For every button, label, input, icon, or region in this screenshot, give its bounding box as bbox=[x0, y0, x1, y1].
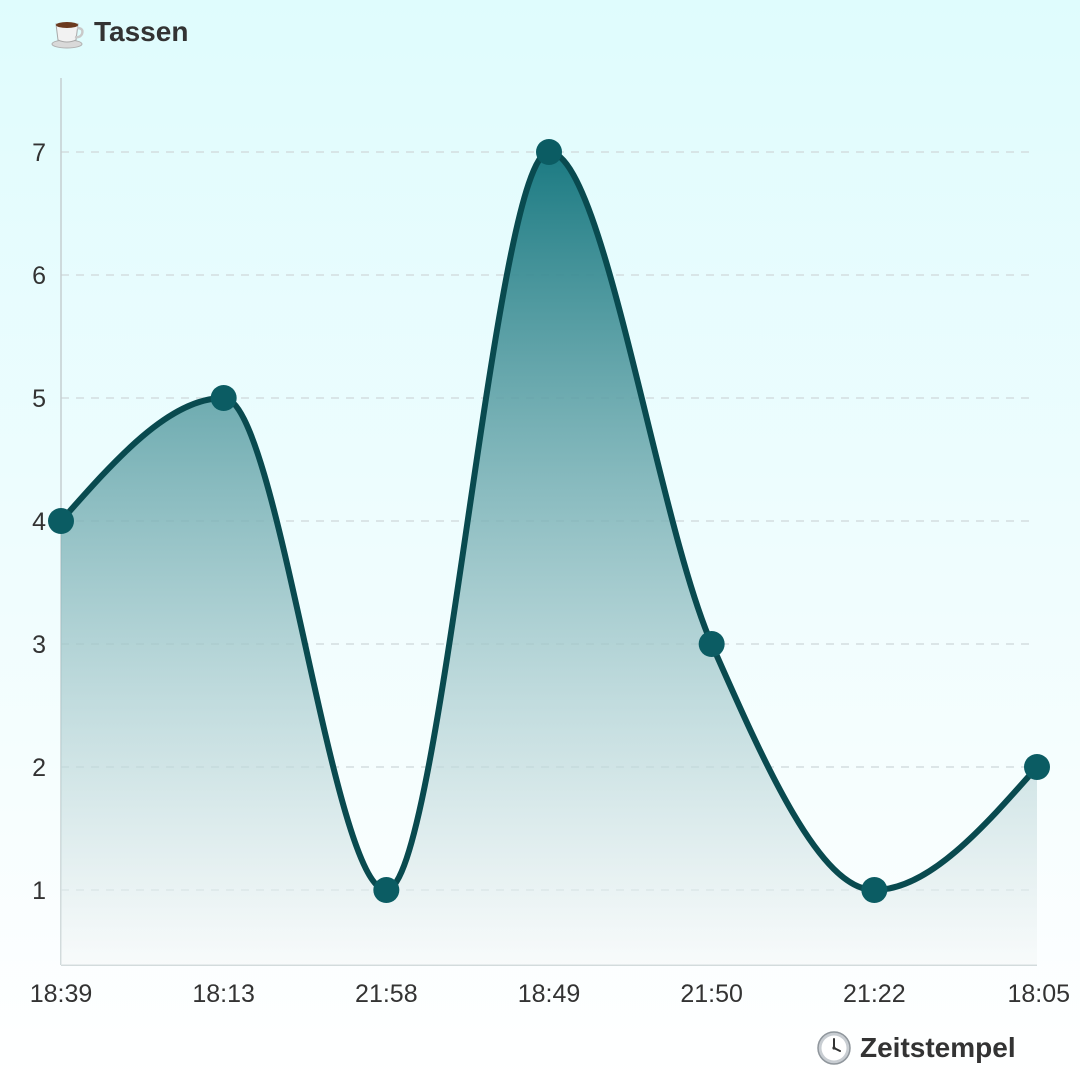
data-point[interactable] bbox=[1024, 754, 1050, 780]
y-tick-label: 7 bbox=[32, 139, 46, 167]
x-tick-labels: 18:39 18:13 21:58 18:49 21:50 21:22 18:05 bbox=[30, 980, 1070, 1008]
clock-icon bbox=[817, 1031, 851, 1065]
y-axis-title-text: Tassen bbox=[94, 16, 189, 47]
y-tick-label: 6 bbox=[32, 262, 46, 290]
x-tick-label: 21:50 bbox=[680, 980, 743, 1008]
y-tick-labels: 1 2 3 4 5 6 7 bbox=[32, 139, 46, 905]
coffee-cup-icon bbox=[51, 22, 84, 49]
data-point[interactable] bbox=[861, 877, 888, 903]
y-tick-label: 2 bbox=[32, 754, 46, 782]
data-point[interactable] bbox=[698, 631, 725, 657]
x-axis-title: Zeitstempel bbox=[816, 1030, 1016, 1066]
y-tick-label: 3 bbox=[32, 631, 46, 659]
area-fill bbox=[61, 152, 1037, 965]
x-tick-label: 18:49 bbox=[518, 980, 581, 1008]
y-tick-label: 1 bbox=[32, 877, 46, 905]
x-tick-label: 18:05 bbox=[1007, 980, 1070, 1008]
data-point[interactable] bbox=[210, 385, 237, 411]
data-points bbox=[48, 139, 1050, 903]
data-point[interactable] bbox=[536, 139, 562, 165]
x-tick-label: 18:13 bbox=[192, 980, 255, 1008]
x-tick-label: 21:22 bbox=[843, 980, 906, 1008]
series-line bbox=[58, 149, 1040, 893]
y-tick-label: 5 bbox=[32, 385, 46, 413]
x-tick-label: 18:39 bbox=[30, 980, 93, 1008]
data-point[interactable] bbox=[48, 508, 74, 534]
x-axis-title-text: Zeitstempel bbox=[860, 1032, 1016, 1063]
x-tick-label: 21:58 bbox=[355, 980, 418, 1008]
y-tick-label: 4 bbox=[32, 508, 46, 536]
y-axis-title: Tassen bbox=[50, 14, 188, 50]
data-point[interactable] bbox=[373, 877, 400, 903]
